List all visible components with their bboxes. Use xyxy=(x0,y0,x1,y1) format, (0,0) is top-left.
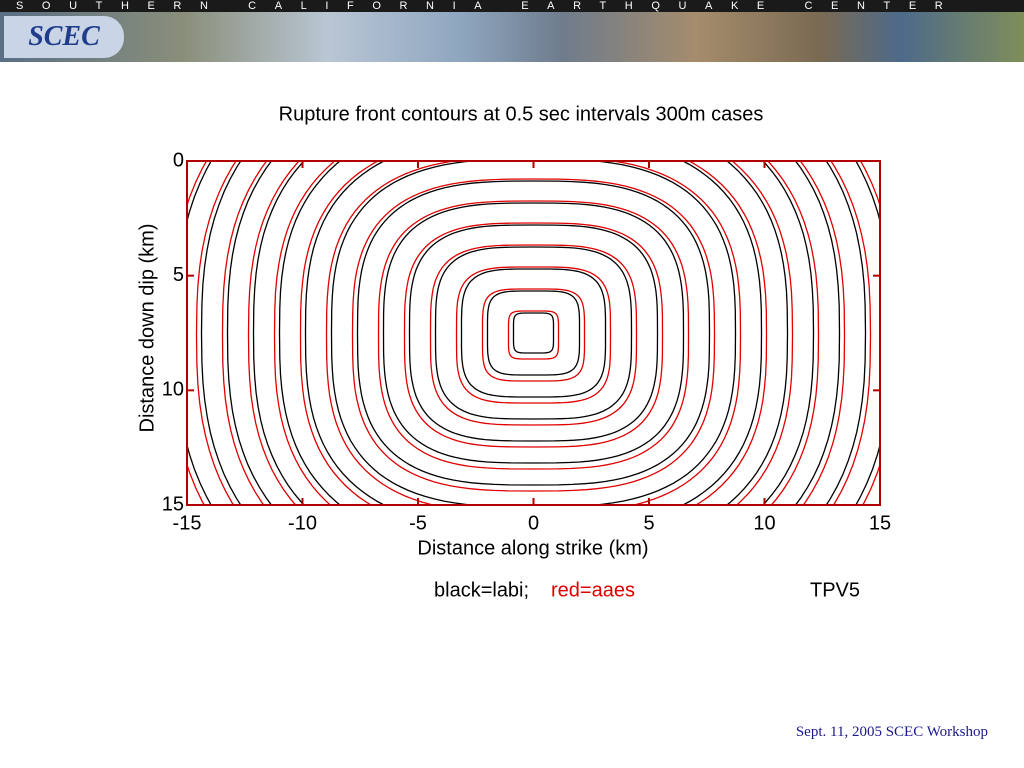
banner-text: SOUTHERN CALIFORNIA EARTHQUAKE CENTER xyxy=(0,0,1024,12)
contour-line xyxy=(356,180,711,486)
x-tick-label: -5 xyxy=(409,512,427,534)
annotation: TPV5 xyxy=(810,579,860,601)
legend-entry: black=labi; xyxy=(434,579,529,601)
chart: Rupture front contours at 0.5 sec interv… xyxy=(136,103,891,601)
contour-line xyxy=(377,200,690,470)
contour-line xyxy=(252,161,815,505)
y-tick-label: 15 xyxy=(162,493,184,515)
y-axis-label: Distance down dip (km) xyxy=(136,224,158,433)
x-tick-label: 15 xyxy=(869,512,891,534)
contour-line xyxy=(273,161,794,505)
contour-line xyxy=(325,161,742,505)
footer: Sept. 11, 2005 SCEC Workshop xyxy=(795,724,988,740)
contour-line xyxy=(299,161,768,505)
x-tick-label: -10 xyxy=(288,512,317,534)
logo: SCEC xyxy=(4,16,124,58)
contour-line xyxy=(403,222,664,448)
x-tick-label: 5 xyxy=(643,512,654,534)
contour-line xyxy=(512,312,555,354)
contour-line xyxy=(330,161,737,505)
y-tick-label: 0 xyxy=(173,149,184,171)
contour-line xyxy=(304,161,763,505)
contour-line xyxy=(455,266,612,404)
contour-line xyxy=(486,290,581,376)
contour-line xyxy=(351,178,716,492)
contour-line xyxy=(226,161,841,505)
x-axis-label: Distance along strike (km) xyxy=(417,537,648,559)
legend-entry: red=aaes xyxy=(551,579,635,601)
contour-line xyxy=(481,288,586,382)
banner: SOUTHERN CALIFORNIA EARTHQUAKE CENTER SC… xyxy=(0,0,1024,62)
y-tick-label: 5 xyxy=(173,264,184,286)
contour-line xyxy=(434,246,633,420)
plot-frame xyxy=(186,160,881,506)
x-tick-label: 0 xyxy=(528,512,539,534)
y-tick-label: 10 xyxy=(162,379,184,401)
x-tick-label: -15 xyxy=(173,512,202,534)
contour-line xyxy=(507,310,560,360)
contour-line xyxy=(429,244,638,426)
contour-line xyxy=(195,161,872,505)
chart-title: Rupture front contours at 0.5 sec interv… xyxy=(279,103,764,125)
contour-line xyxy=(278,161,789,505)
x-tick-label: 10 xyxy=(753,512,775,534)
contour-line xyxy=(460,268,607,398)
contour-line xyxy=(200,161,867,505)
contour-line xyxy=(408,224,659,442)
contour-line xyxy=(382,202,685,464)
contour-line xyxy=(221,161,846,505)
contour-line xyxy=(247,161,820,505)
contour-plot xyxy=(187,161,880,505)
